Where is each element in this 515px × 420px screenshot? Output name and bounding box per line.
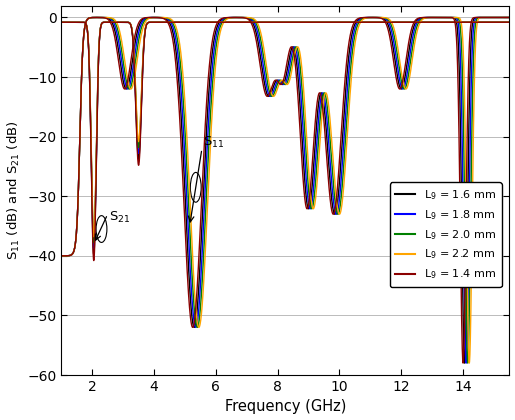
X-axis label: Frequency (GHz): Frequency (GHz) bbox=[225, 399, 346, 415]
Text: S$_{21}$: S$_{21}$ bbox=[109, 210, 131, 225]
Text: S$_{11}$: S$_{11}$ bbox=[203, 135, 225, 150]
Y-axis label: S$_{11}$ (dB) and S$_{21}$ (dB): S$_{11}$ (dB) and S$_{21}$ (dB) bbox=[6, 121, 22, 260]
Legend: L$_9$ = 1.6 mm, L$_9$ = 1.8 mm, L$_9$ = 2.0 mm, L$_9$ = 2.2 mm, L$_9$ = 1.4 mm: L$_9$ = 1.6 mm, L$_9$ = 1.8 mm, L$_9$ = … bbox=[390, 182, 502, 287]
